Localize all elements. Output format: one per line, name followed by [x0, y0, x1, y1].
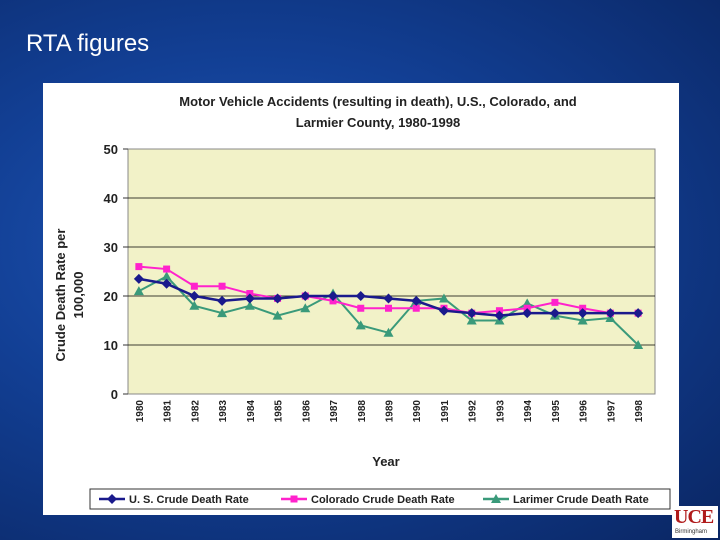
x-tick-label: 1982 — [190, 400, 201, 423]
data-point-larimer-1985 — [272, 310, 283, 320]
logo-subtitle: Birmingham — [675, 529, 708, 535]
data-point-colorado-1980 — [135, 263, 143, 271]
data-point-larimer-1981 — [161, 271, 172, 281]
data-point-larimer-1980 — [133, 286, 144, 296]
data-point-us-1997 — [605, 308, 616, 319]
chart-svg: Motor Vehicle Accidents (resulting in de… — [53, 94, 671, 510]
y-tick-label: 10 — [104, 338, 118, 353]
data-point-us-1983 — [217, 295, 228, 306]
x-tick-label: 1985 — [274, 400, 285, 423]
series-layer — [133, 263, 644, 349]
data-point-larimer-1982 — [189, 300, 200, 310]
data-point-us-1982 — [189, 291, 200, 301]
data-point-larimer-1986 — [300, 303, 311, 313]
x-tick-label: 1983 — [218, 400, 229, 423]
data-point-us-1991 — [438, 305, 449, 316]
y-tick-label: 50 — [104, 142, 118, 157]
uce-logo: UCE Birmingham — [672, 506, 718, 538]
data-point-larimer-1983 — [217, 308, 228, 318]
data-point-us-1986 — [300, 291, 311, 301]
data-point-larimer-1988 — [355, 320, 366, 330]
data-point-colorado-1982 — [190, 282, 198, 290]
series-us — [133, 273, 644, 321]
data-point-us-1994 — [522, 308, 533, 319]
x-tick-label: 1988 — [357, 400, 368, 423]
y-tick-label: 30 — [104, 240, 118, 255]
data-point-us-1996 — [577, 308, 588, 319]
y-tick-label: 0 — [111, 387, 118, 402]
gridlines — [128, 197, 655, 346]
data-point-us-1998 — [633, 308, 644, 319]
legend-marker-colorado — [290, 495, 298, 503]
data-point-us-1990 — [411, 295, 422, 306]
x-tick-label: 1998 — [634, 400, 645, 423]
x-axis-label: Year — [372, 454, 399, 469]
x-axis-ticks: 1980 1981 1982 1983 1984 1985 1986 1987 1988 1989… — [135, 400, 645, 423]
data-point-us-1992 — [466, 308, 477, 319]
x-tick-label: 1993 — [495, 400, 506, 423]
data-point-us-1981 — [161, 278, 172, 289]
chart-title-line1: Motor Vehicle Accidents (resulting in de… — [179, 94, 577, 109]
legend-label-larimer: Larimer Crude Death Rate — [513, 494, 649, 506]
data-point-larimer-1996 — [577, 315, 588, 325]
logo-mark: UCE — [674, 506, 714, 528]
data-point-larimer-1992 — [466, 315, 477, 325]
chart-frame: Motor Vehicle Accidents (resulting in de… — [43, 83, 679, 515]
data-point-us-1988 — [355, 291, 366, 301]
chart-title-line2: Larmier County, 1980-1998 — [296, 115, 461, 130]
x-tick-label: 1987 — [329, 400, 340, 423]
data-point-colorado-1981 — [163, 265, 171, 273]
data-point-larimer-1984 — [244, 300, 255, 310]
data-point-us-1980 — [133, 273, 144, 284]
legend-marker-larimer — [491, 494, 501, 503]
data-point-colorado-1989 — [385, 304, 392, 312]
data-point-colorado-1983 — [218, 282, 226, 290]
plot-area — [127, 148, 656, 395]
x-tick-label: 1991 — [440, 400, 451, 423]
x-tick-label: 1986 — [301, 400, 312, 423]
x-tick-label: 1984 — [246, 400, 257, 423]
x-tick-label: 1990 — [412, 400, 423, 423]
data-point-us-1989 — [383, 293, 394, 304]
legend-label-colorado: Colorado Crude Death Rate — [311, 494, 455, 506]
legend-label-us: U. S. Crude Death Rate — [129, 494, 249, 506]
y-axis-label-line2: 100,000 — [71, 272, 86, 319]
data-point-us-1984 — [244, 293, 255, 304]
x-tick-label: 1996 — [579, 400, 590, 423]
y-tick-label: 40 — [104, 191, 118, 206]
y-tick-label: 20 — [104, 289, 118, 304]
data-point-larimer-1991 — [438, 293, 449, 303]
data-point-colorado-1990 — [412, 304, 420, 312]
x-tick-label: 1995 — [551, 400, 562, 423]
data-point-larimer-1998 — [633, 340, 644, 349]
data-point-larimer-1989 — [383, 327, 394, 337]
slide-title: RTA figures — [26, 30, 150, 57]
y-axis-ticks: 0 10 20 30 40 50 — [104, 142, 128, 402]
legend-marker-us — [107, 494, 117, 504]
x-tick-label: 1981 — [163, 400, 174, 423]
data-point-us-1993 — [494, 310, 505, 321]
x-tick-label: 1994 — [523, 400, 534, 423]
legend: U. S. Crude Death Rate Colorado Crude Dea… — [89, 488, 671, 510]
x-tick-label: 1992 — [468, 400, 479, 423]
data-point-colorado-1995 — [551, 298, 559, 306]
y-axis-label-line1: Crude Death Rate per — [53, 229, 68, 362]
data-point-us-1985 — [272, 293, 283, 304]
data-point-colorado-1988 — [357, 304, 365, 312]
data-point-us-1995 — [549, 308, 560, 319]
data-point-us-1987 — [328, 291, 339, 301]
x-tick-label: 1980 — [135, 400, 146, 423]
x-tick-label: 1997 — [606, 400, 617, 423]
x-tick-label: 1989 — [385, 400, 396, 423]
